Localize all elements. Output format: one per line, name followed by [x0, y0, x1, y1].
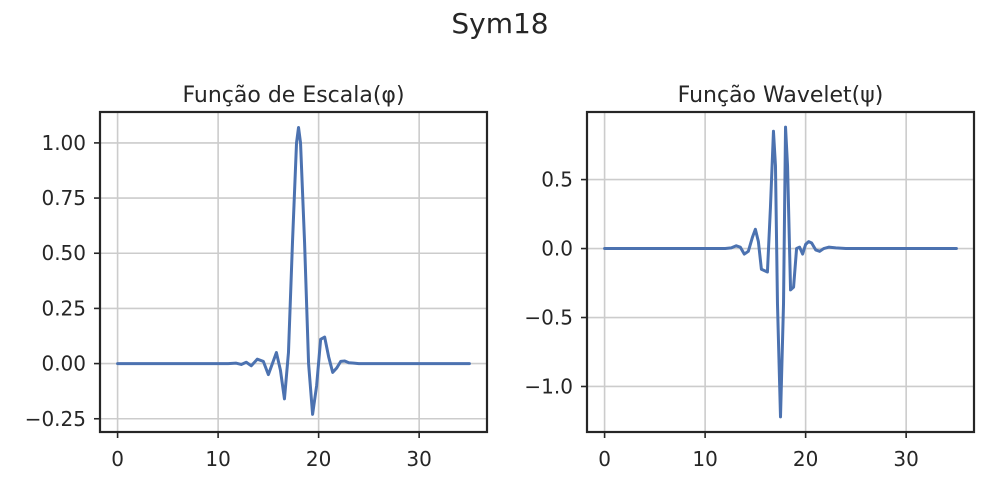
scaling-axes-frame	[98, 110, 489, 434]
scaling-y-tick-label-5: 1.00	[41, 131, 86, 155]
wavelet-y-tick-label-0: −1.0	[524, 374, 573, 398]
wavelet-x-tick-label-1: 10	[692, 447, 717, 471]
scaling-x-tick-label-1: 10	[205, 447, 230, 471]
wavelet-axes-frame	[585, 110, 976, 434]
scaling-y-tick-label-1: 0.00	[41, 352, 86, 376]
scaling-y-tick-label-4: 0.75	[41, 186, 86, 210]
scaling-y-tick-label-0: −0.25	[25, 407, 86, 431]
scaling-function-panel: 0 10 20 30 −0.25 0.00 0.25 0.50 0.75 1.00 Função d…	[25, 83, 489, 471]
wavelet-y-tick-label-2: 0.0	[541, 237, 573, 261]
wavelet-x-tick-label-2: 20	[793, 447, 818, 471]
wavelet-x-tick-label-3: 30	[893, 447, 918, 471]
scaling-y-tick-label-2: 0.25	[41, 296, 86, 320]
wavelet-y-tick-label-3: 0.5	[541, 168, 573, 192]
wavelet-series-line-0	[603, 125, 958, 419]
scaling-x-tick-label-3: 30	[406, 447, 431, 471]
scaling-x-tick-label-2: 20	[306, 447, 331, 471]
wavelet-x-tick-label-0: 0	[598, 447, 611, 471]
figure-title: Sym18	[451, 7, 548, 40]
wavelet-function-panel: 0 10 20 30 −1.0 −0.5 0.0 0.5 Função Wavelet(ψ)	[524, 83, 976, 471]
wavelet-y-tick-label-1: −0.5	[524, 306, 573, 330]
wavelet-panel-title: Função Wavelet(ψ)	[678, 83, 884, 108]
scaling-x-tick-label-0: 0	[111, 447, 124, 471]
scaling-panel-title: Função de Escala(φ)	[182, 83, 404, 108]
scaling-series-line-0	[116, 125, 471, 416]
scaling-y-tick-label-3: 0.50	[41, 241, 86, 265]
scaling-plot-area	[100, 112, 487, 432]
